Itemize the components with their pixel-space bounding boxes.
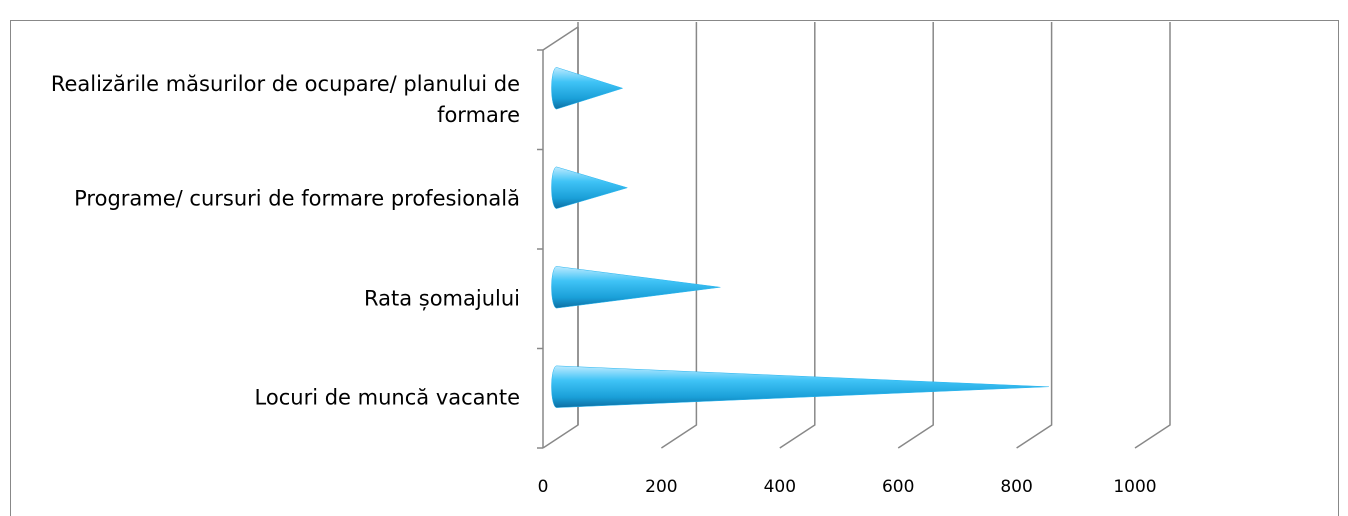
grid-line — [1016, 22, 1053, 449]
cone — [551, 365, 1049, 408]
category-label: Realizările măsurilor de ocupare/ planul… — [50, 71, 520, 127]
chart-frame — [10, 20, 1339, 516]
x-tick-label: 0 — [538, 477, 549, 497]
grid-line — [1134, 22, 1171, 449]
cone — [551, 67, 624, 110]
top-edge — [542, 26, 579, 51]
grid-line — [542, 22, 579, 449]
x-tick-label: 800 — [1000, 477, 1032, 497]
x-tick-label: 600 — [882, 477, 914, 497]
grid-line — [897, 22, 934, 449]
cone — [551, 166, 629, 209]
x-tick-label: 200 — [645, 477, 677, 497]
category-label: Programe/ cursuri de formare profesional… — [74, 186, 520, 211]
cone — [551, 266, 721, 309]
grid-line — [779, 22, 816, 449]
grid-line — [660, 22, 698, 449]
x-tick-label: 1000 — [1113, 477, 1156, 497]
category-label: Locuri de muncă vacante — [254, 385, 520, 410]
category-label: Rata șomajului — [363, 286, 520, 311]
x-tick-label: 400 — [764, 477, 796, 497]
